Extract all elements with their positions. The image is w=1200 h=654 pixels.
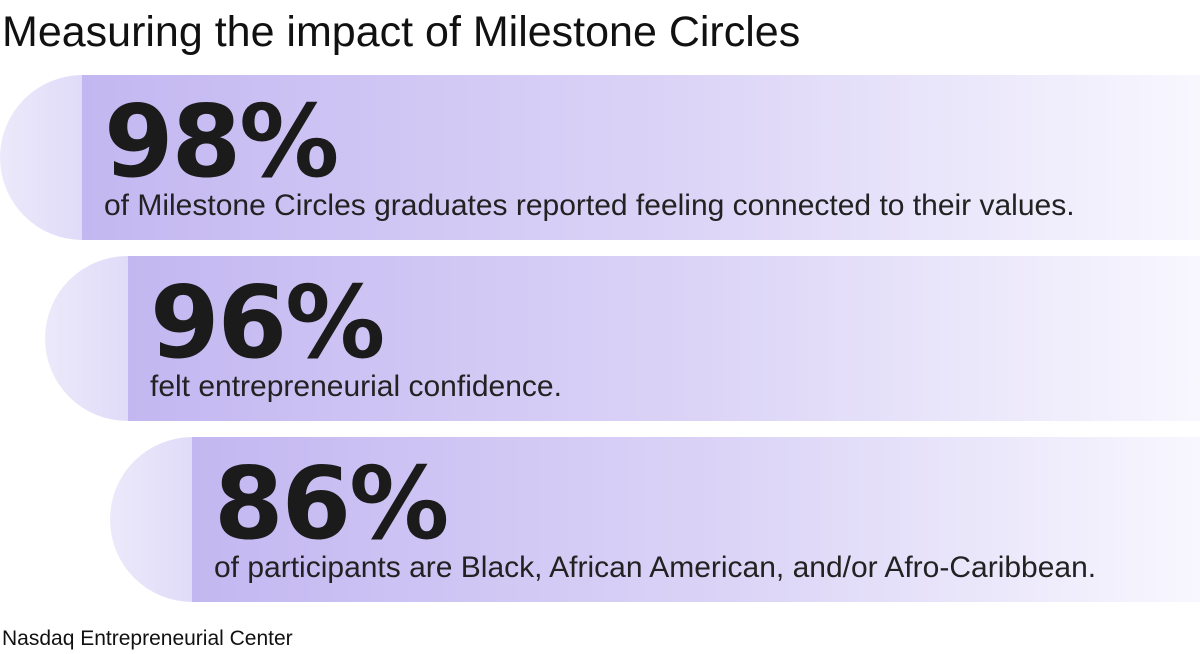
stat-description: of Milestone Circles graduates reported … [104,189,1075,222]
stat-description: of participants are Black, African Ameri… [214,551,1096,584]
stat-list: 98%of Milestone Circles graduates report… [0,75,1200,602]
stat-row: 86%of participants are Black, African Am… [110,437,1200,602]
stat-description: felt entrepreneurial confidence. [150,370,562,403]
stat-figure: 96% [150,264,383,381]
stat-row: 98%of Milestone Circles graduates report… [0,75,1200,240]
source: Nasdaq Entrepreneurial Center [2,627,293,650]
row-band [82,75,1200,240]
title: Measuring the impact of Milestone Circle… [2,8,800,56]
stat-figure: 98% [104,83,337,200]
row-band [192,437,1200,602]
stat-figure: 86% [214,445,447,562]
row-band [128,256,1200,421]
stat-row: 96%felt entrepreneurial confidence. [45,256,1200,421]
